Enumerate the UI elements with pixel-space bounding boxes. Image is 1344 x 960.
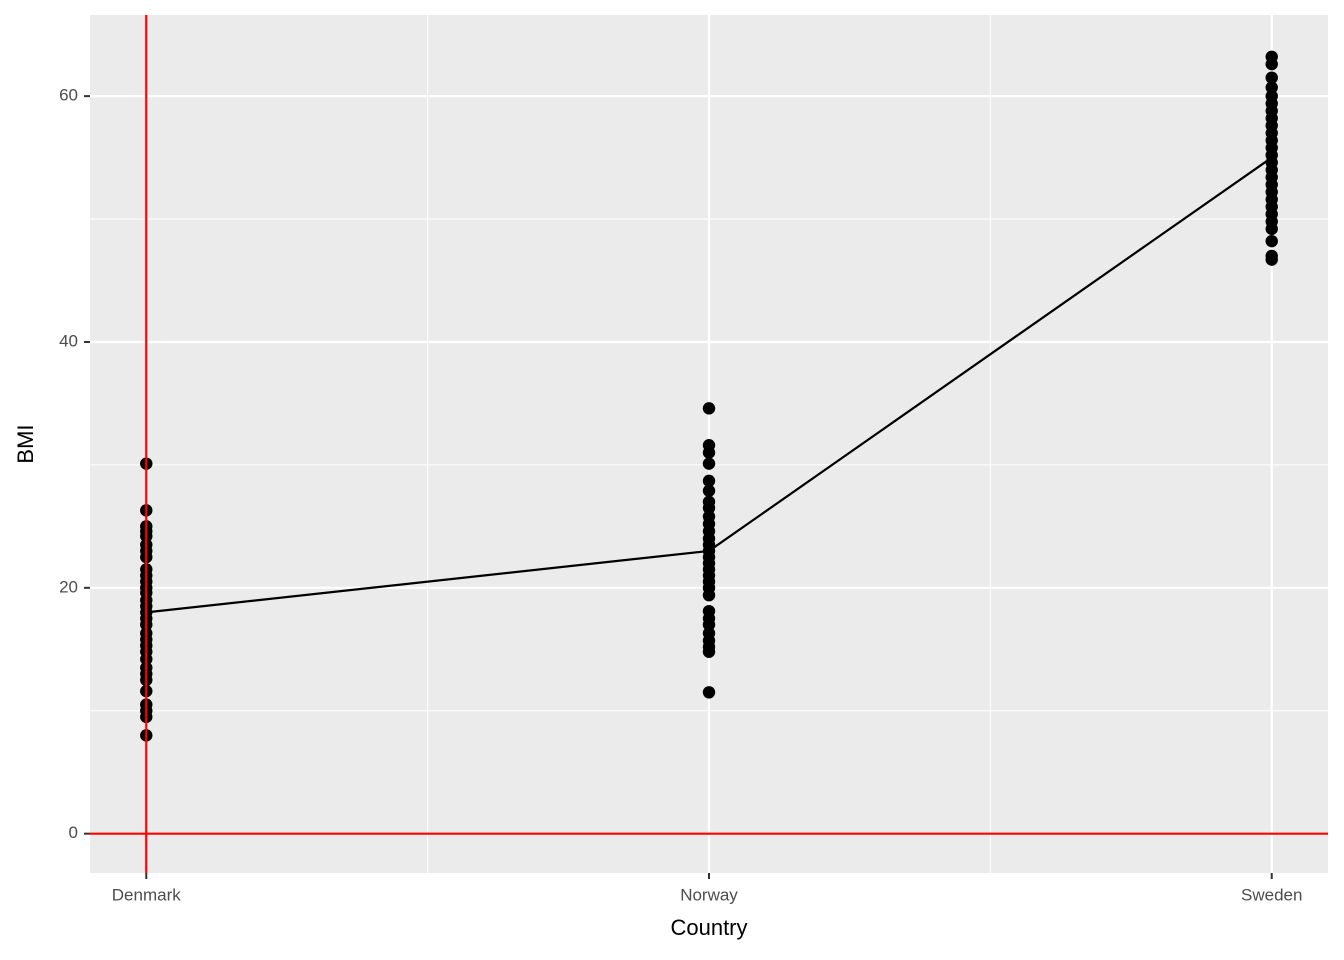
data-point — [1265, 57, 1278, 71]
data-point — [1265, 222, 1278, 236]
data-point — [702, 588, 716, 602]
data-point — [702, 645, 716, 658]
data-point — [702, 484, 716, 497]
y-tick-label: 60 — [59, 86, 78, 105]
data-point — [1265, 81, 1278, 94]
data-point — [702, 402, 716, 415]
y-tick-label: 40 — [59, 331, 78, 350]
x-tick-label: Sweden — [1241, 885, 1302, 904]
y-tick-label: 20 — [59, 577, 78, 596]
data-point — [702, 474, 716, 488]
data-point — [1265, 253, 1278, 266]
x-tick-label: Denmark — [112, 885, 181, 904]
x-axis-title: Country — [670, 915, 747, 940]
data-point — [1265, 71, 1278, 84]
mean-line — [146, 156, 1273, 614]
x-tick-label: Norway — [680, 885, 738, 904]
data-point — [702, 618, 716, 631]
y-axis-title: BMI — [13, 424, 38, 463]
data-point — [702, 686, 716, 699]
data-point — [702, 446, 716, 459]
data-point — [702, 501, 716, 515]
data-point — [1265, 234, 1278, 248]
y-tick-label: 0 — [69, 823, 78, 842]
data-point — [702, 457, 716, 470]
